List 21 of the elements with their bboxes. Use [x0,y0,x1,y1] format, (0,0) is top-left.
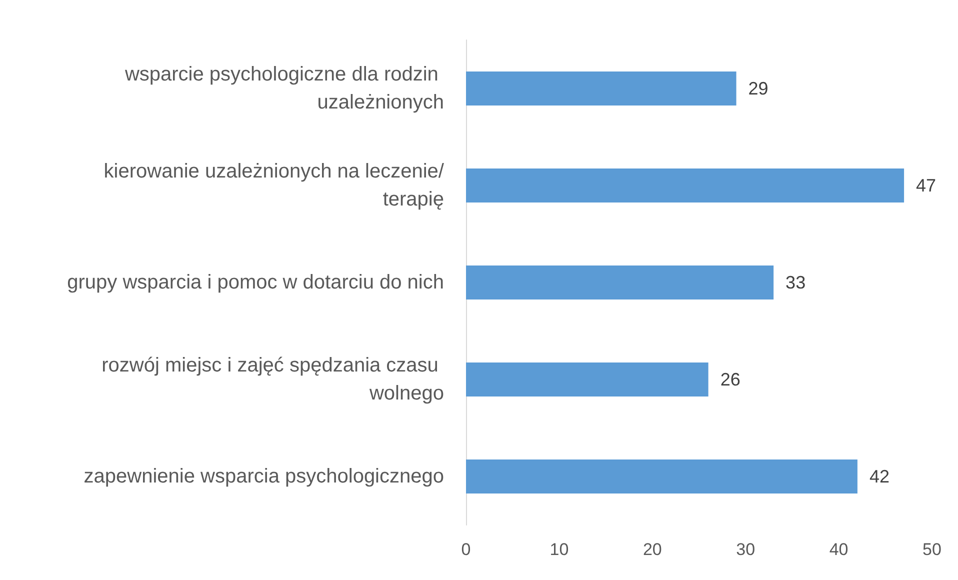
data-label: 42 [869,466,890,486]
x-tick-label: 50 [922,540,942,559]
data-label: 47 [916,176,936,196]
y-tick-label: rozwój miejsc i zajęć spędzania czasu wolnego [102,354,444,404]
x-tick-label: 10 [550,540,569,559]
y-tick-label: zapewnienie wsparcia psychologicznego [84,466,444,488]
x-tick-label: 20 [642,540,662,559]
data-label: 29 [748,78,768,98]
y-tick-label: grupy wsparcia i pomoc w dotarciu do nich [67,272,444,294]
bar [466,72,736,106]
bar [466,168,904,202]
data-label: 26 [720,370,740,390]
y-tick-label: kierowanie uzależnionych na leczenie/terapię [104,160,444,210]
x-tick-label: 30 [736,540,756,559]
bar [466,266,774,300]
x-tick-label: 40 [829,540,848,559]
y-tick-label: wsparcie psychologiczne dla rodzin uzależnionych [124,64,444,114]
bar [466,362,708,396]
x-tick-label: 0 [461,540,471,559]
bar [466,460,858,494]
data-label: 33 [786,272,806,292]
